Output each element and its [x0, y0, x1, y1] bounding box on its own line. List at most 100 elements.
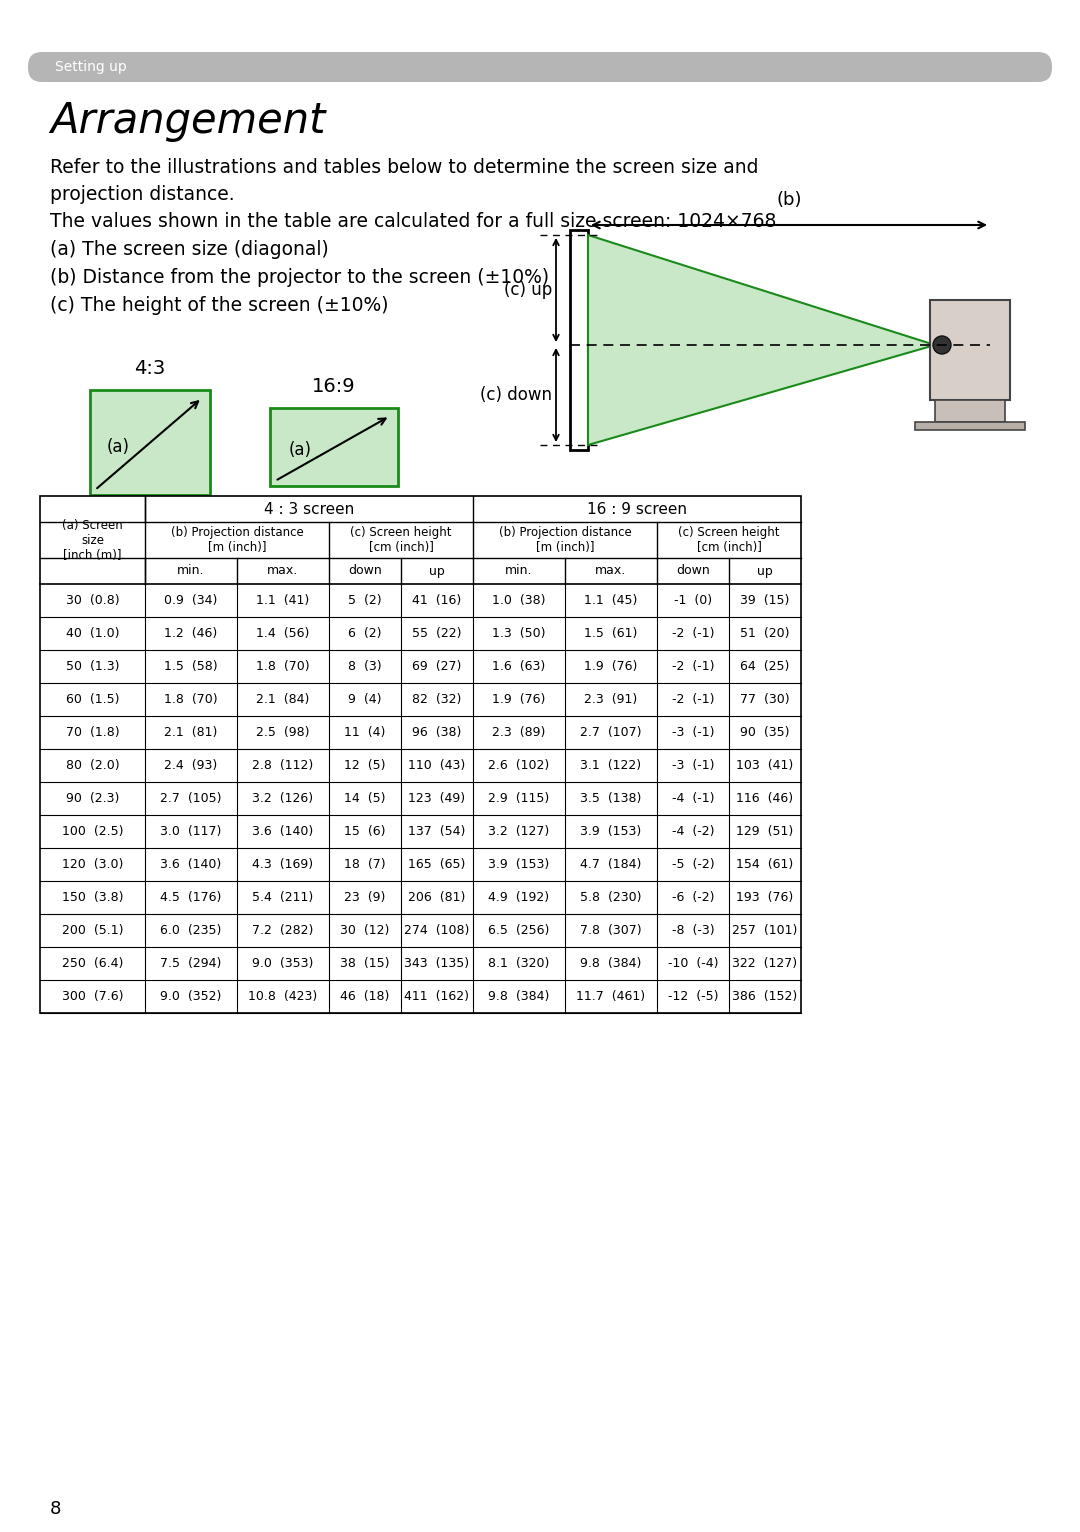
Bar — [270, 408, 399, 486]
Bar — [570, 230, 588, 450]
Bar — [930, 300, 1010, 400]
Text: 116  (46): 116 (46) — [737, 792, 794, 804]
Text: 40  (1.0): 40 (1.0) — [66, 627, 119, 640]
Text: 9  (4): 9 (4) — [348, 692, 381, 706]
Text: 14  (5): 14 (5) — [345, 792, 386, 804]
Text: 150  (3.8): 150 (3.8) — [62, 892, 123, 904]
Text: 2.3  (91): 2.3 (91) — [584, 692, 637, 706]
Text: 165  (65): 165 (65) — [408, 858, 465, 872]
Text: 80  (2.0): 80 (2.0) — [66, 758, 119, 772]
Text: projection distance.: projection distance. — [50, 185, 234, 204]
Text: down: down — [348, 564, 382, 578]
Text: 1.6  (63): 1.6 (63) — [492, 660, 545, 673]
Text: 3.9  (153): 3.9 (153) — [580, 826, 642, 838]
FancyBboxPatch shape — [28, 52, 1052, 83]
Text: 55  (22): 55 (22) — [413, 627, 462, 640]
Text: (c) down: (c) down — [480, 386, 552, 404]
Text: 123  (49): 123 (49) — [408, 792, 465, 804]
Text: up: up — [757, 564, 773, 578]
Text: 2.7  (107): 2.7 (107) — [580, 726, 642, 738]
Text: 3.0  (117): 3.0 (117) — [160, 826, 221, 838]
Text: -8  (-3): -8 (-3) — [672, 924, 714, 938]
Text: 5  (2): 5 (2) — [348, 594, 382, 607]
Text: (b): (b) — [777, 192, 801, 208]
Circle shape — [933, 336, 951, 354]
Text: (c) Screen height
[cm (inch)]: (c) Screen height [cm (inch)] — [678, 525, 780, 555]
Text: 2.7  (105): 2.7 (105) — [160, 792, 221, 804]
Text: 9.8  (384): 9.8 (384) — [580, 958, 642, 970]
Text: 193  (76): 193 (76) — [737, 892, 794, 904]
Text: 77  (30): 77 (30) — [740, 692, 789, 706]
Text: 0.9  (34): 0.9 (34) — [164, 594, 218, 607]
Text: -6  (-2): -6 (-2) — [672, 892, 714, 904]
Text: (a) Screen
size
[inch (m)]: (a) Screen size [inch (m)] — [63, 518, 123, 562]
Text: 1.8  (70): 1.8 (70) — [164, 692, 218, 706]
Text: max.: max. — [268, 564, 299, 578]
Text: 90  (35): 90 (35) — [740, 726, 789, 738]
Text: 343  (135): 343 (135) — [404, 958, 470, 970]
Text: -1  (0): -1 (0) — [674, 594, 712, 607]
Text: 129  (51): 129 (51) — [737, 826, 794, 838]
Text: 30  (0.8): 30 (0.8) — [66, 594, 119, 607]
Text: 1.8  (70): 1.8 (70) — [256, 660, 310, 673]
Text: 3.6  (140): 3.6 (140) — [253, 826, 313, 838]
Text: 2.5  (98): 2.5 (98) — [256, 726, 310, 738]
Text: (b) Distance from the projector to the screen (±10%): (b) Distance from the projector to the s… — [50, 268, 549, 286]
Text: 1.1  (45): 1.1 (45) — [584, 594, 637, 607]
Text: 4.3  (169): 4.3 (169) — [253, 858, 313, 872]
Text: 3.9  (153): 3.9 (153) — [488, 858, 550, 872]
Text: 5.8  (230): 5.8 (230) — [580, 892, 642, 904]
Text: 110  (43): 110 (43) — [408, 758, 465, 772]
Text: 39  (15): 39 (15) — [740, 594, 789, 607]
Text: -2  (-1): -2 (-1) — [672, 627, 714, 640]
Text: 38  (15): 38 (15) — [340, 958, 390, 970]
Bar — [935, 400, 1005, 421]
Text: 5.4  (211): 5.4 (211) — [253, 892, 313, 904]
Text: (b) Projection distance
[m (inch)]: (b) Projection distance [m (inch)] — [499, 525, 632, 555]
Text: 46  (18): 46 (18) — [340, 990, 390, 1003]
Text: 3.2  (126): 3.2 (126) — [253, 792, 313, 804]
Text: 7.8  (307): 7.8 (307) — [580, 924, 642, 938]
Text: 69  (27): 69 (27) — [413, 660, 461, 673]
Text: 10.8  (423): 10.8 (423) — [248, 990, 318, 1003]
Text: 82  (32): 82 (32) — [413, 692, 461, 706]
Text: 90  (2.3): 90 (2.3) — [66, 792, 119, 804]
Text: 1.9  (76): 1.9 (76) — [584, 660, 637, 673]
Text: 250  (6.4): 250 (6.4) — [62, 958, 123, 970]
Text: (a) The screen size (diagonal): (a) The screen size (diagonal) — [50, 241, 328, 259]
Text: 51  (20): 51 (20) — [740, 627, 789, 640]
Text: 257  (101): 257 (101) — [732, 924, 798, 938]
Text: 4.7  (184): 4.7 (184) — [580, 858, 642, 872]
Text: 200  (5.1): 200 (5.1) — [62, 924, 123, 938]
Text: 300  (7.6): 300 (7.6) — [62, 990, 123, 1003]
Text: 1.0  (38): 1.0 (38) — [492, 594, 545, 607]
Text: 2.1  (81): 2.1 (81) — [164, 726, 218, 738]
Bar — [40, 496, 801, 1013]
Text: 9.8  (384): 9.8 (384) — [488, 990, 550, 1003]
Text: (a): (a) — [288, 441, 311, 460]
Text: 103  (41): 103 (41) — [737, 758, 794, 772]
Text: 322  (127): 322 (127) — [732, 958, 797, 970]
Text: 4:3: 4:3 — [134, 358, 165, 378]
Text: 60  (1.5): 60 (1.5) — [66, 692, 119, 706]
Text: 16:9: 16:9 — [312, 377, 355, 395]
Text: -12  (-5): -12 (-5) — [667, 990, 718, 1003]
Bar — [90, 391, 210, 495]
Text: 8: 8 — [50, 1500, 62, 1518]
Text: 50  (1.3): 50 (1.3) — [66, 660, 119, 673]
Text: min.: min. — [505, 564, 532, 578]
Text: 1.9  (76): 1.9 (76) — [492, 692, 545, 706]
Text: 64  (25): 64 (25) — [740, 660, 789, 673]
Text: 137  (54): 137 (54) — [408, 826, 465, 838]
Text: 1.3  (50): 1.3 (50) — [492, 627, 545, 640]
Text: 12  (5): 12 (5) — [345, 758, 386, 772]
Text: 2.3  (89): 2.3 (89) — [492, 726, 545, 738]
Text: 6.0  (235): 6.0 (235) — [160, 924, 221, 938]
Text: -3  (-1): -3 (-1) — [672, 726, 714, 738]
Text: 7.2  (282): 7.2 (282) — [253, 924, 313, 938]
Text: 96  (38): 96 (38) — [413, 726, 461, 738]
Text: Setting up: Setting up — [55, 60, 126, 74]
Polygon shape — [588, 234, 935, 444]
Bar — [915, 421, 1025, 430]
Text: 2.6  (102): 2.6 (102) — [488, 758, 550, 772]
